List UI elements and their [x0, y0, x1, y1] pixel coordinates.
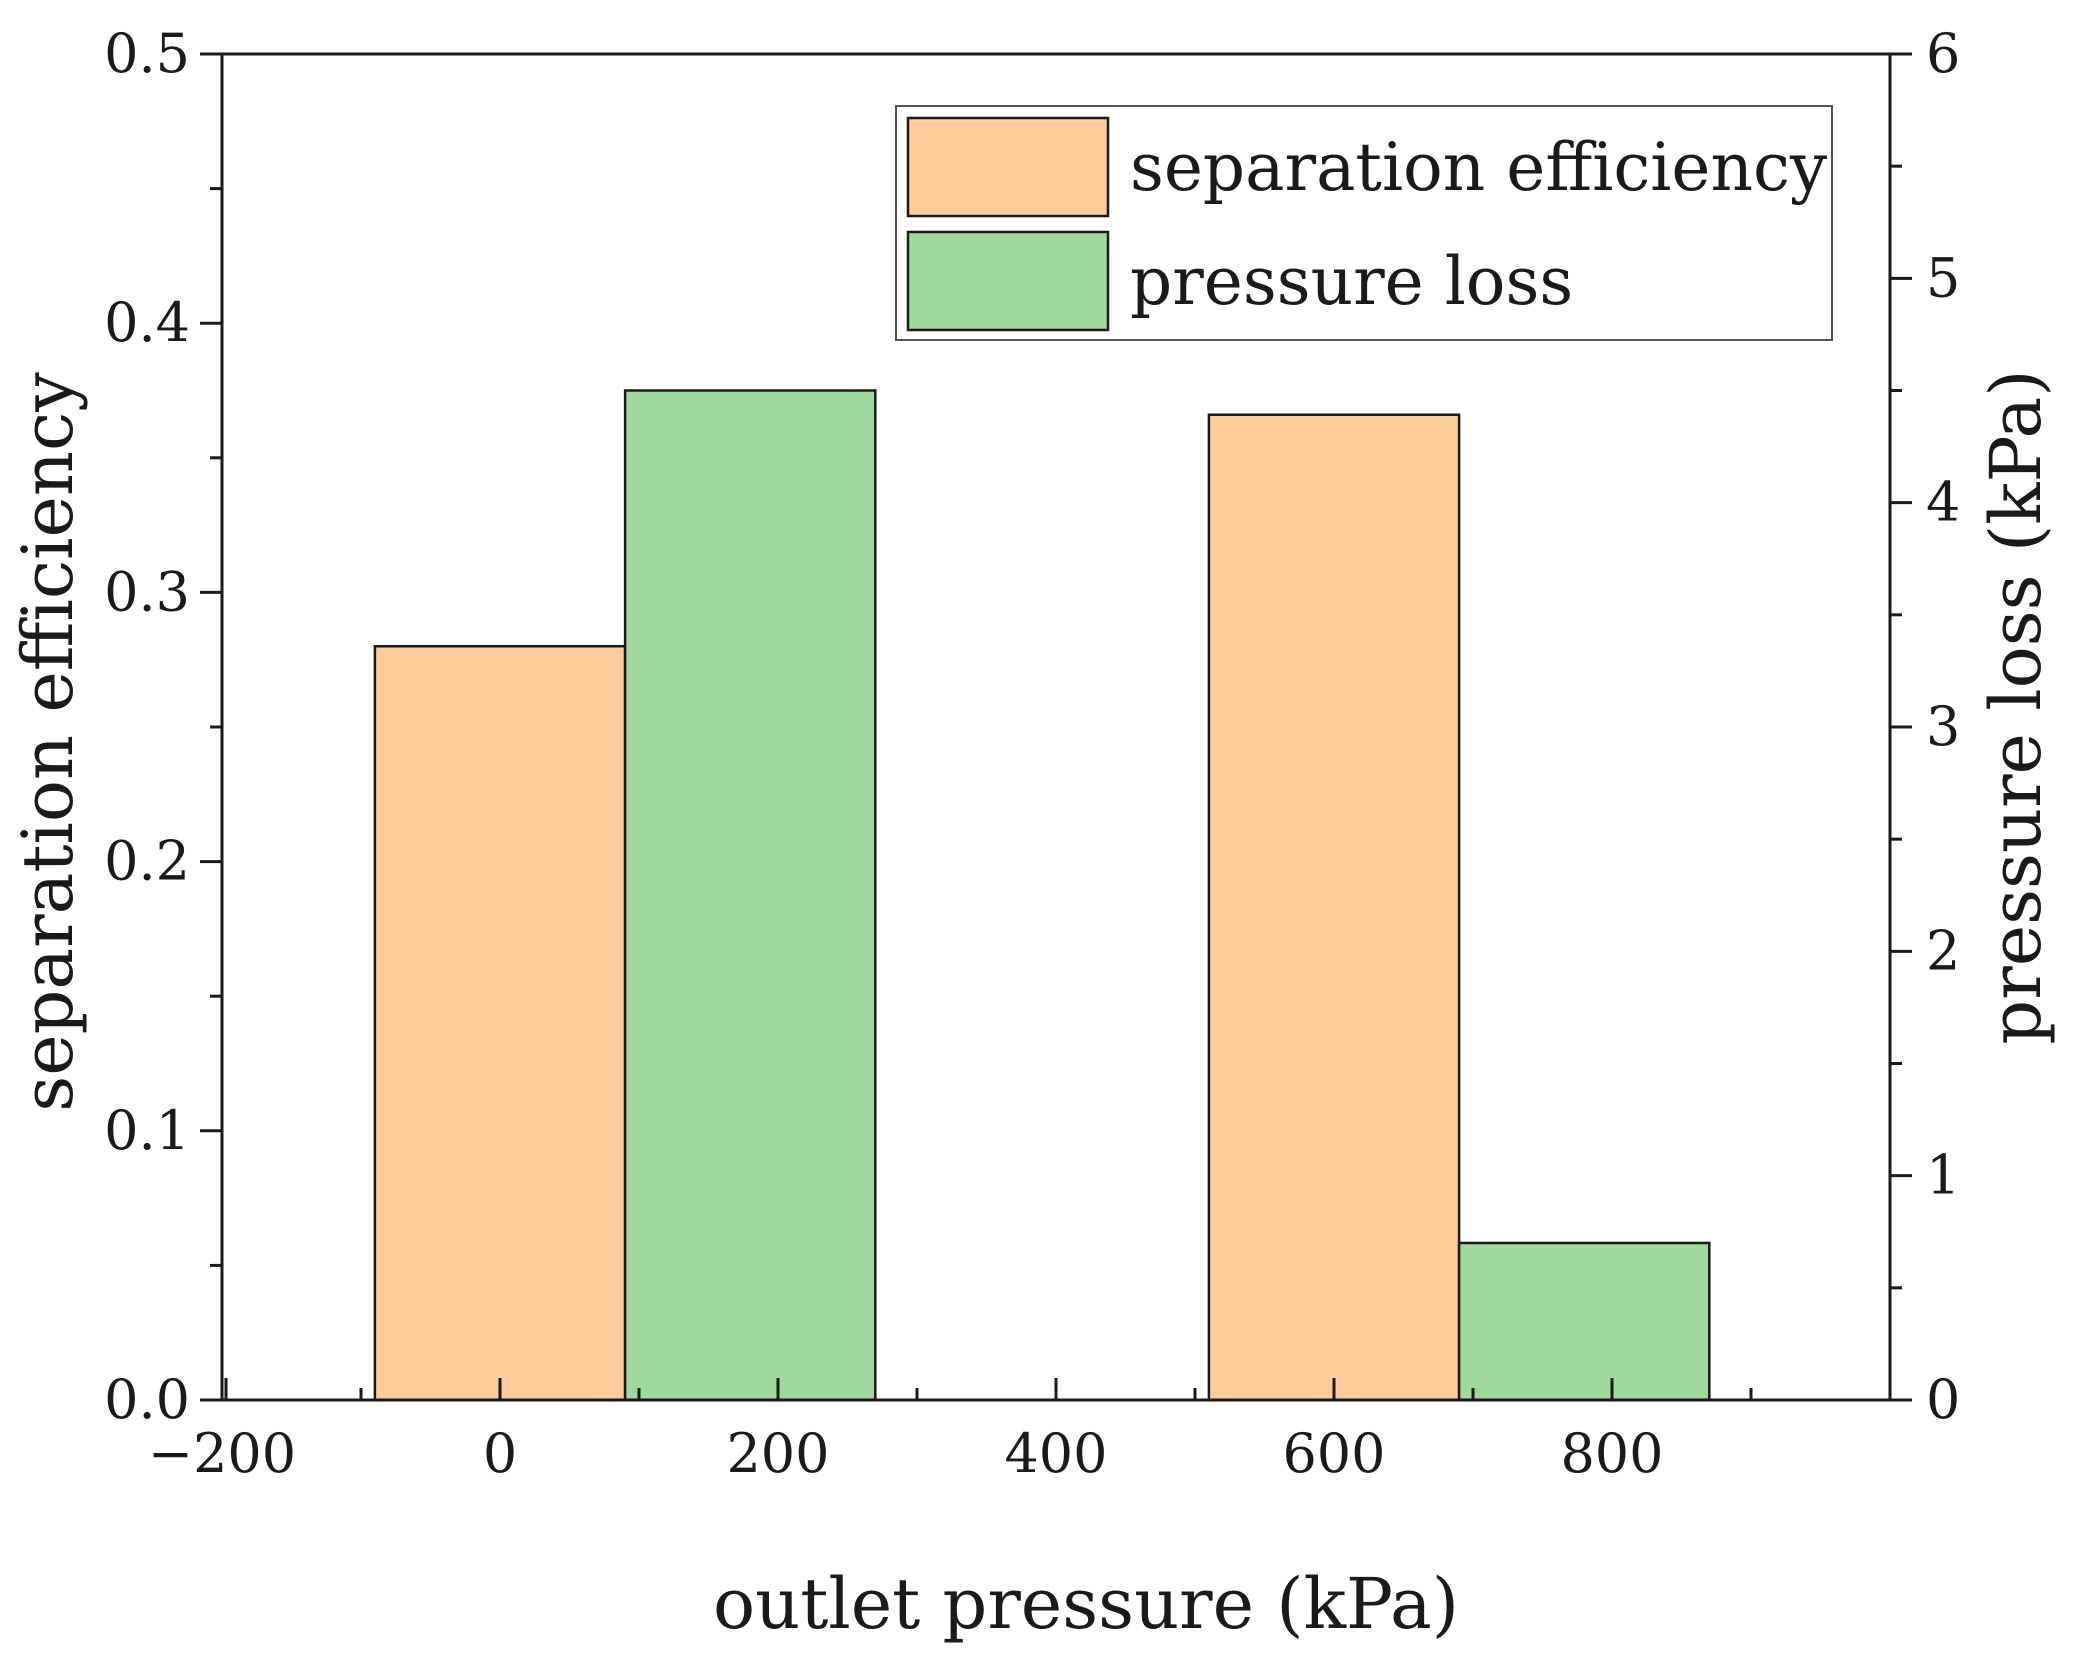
y-right-axis-title: pressure loss (kPa) [1975, 369, 2057, 1044]
y-left-tick-label: 0.0 [104, 1368, 190, 1431]
bar-pressure-loss-0 [623, 389, 877, 1402]
bar-separation-efficiency-0 [373, 644, 627, 1402]
y-left-axis-title: separation efficiency [7, 372, 89, 1112]
bar-separation-efficiency-1 [1207, 413, 1461, 1402]
x-tick-label: −200 [148, 1422, 296, 1485]
y-right-tick-label: 6 [1926, 22, 1960, 85]
legend: separation efficiency pressure loss [895, 105, 1833, 341]
y-left-tick-label: 0.1 [104, 1099, 190, 1162]
y-left-tick-label: 0.4 [104, 291, 190, 354]
y-right-tick-label: 0 [1926, 1368, 1960, 1431]
y-right-tick-label: 3 [1926, 695, 1960, 758]
legend-label-pressure-loss: pressure loss [1130, 243, 1573, 320]
legend-swatch-pressure-loss [906, 230, 1110, 332]
x-axis-title: outlet pressure (kPa) [713, 1563, 1459, 1645]
x-tick-label: 400 [1004, 1422, 1107, 1485]
x-tick-label: 600 [1282, 1422, 1385, 1485]
y-right-tick-label: 4 [1926, 471, 1960, 534]
y-left-tick-label: 0.3 [104, 560, 190, 623]
legend-label-separation-efficiency: separation efficiency [1130, 129, 1828, 206]
x-tick-label: 800 [1560, 1422, 1663, 1485]
y-right-tick-label: 1 [1926, 1144, 1960, 1207]
x-tick-label: 0 [483, 1422, 517, 1485]
y-left-tick-label: 0.2 [104, 830, 190, 893]
x-tick-label: 200 [726, 1422, 829, 1485]
legend-swatch-separation-efficiency [906, 116, 1110, 218]
y-right-tick-label: 5 [1926, 246, 1960, 309]
ticks-layer: −200 0 200 400 600 800 0.0 0.1 0.2 0.3 0.4 0.5 0 1 2 3 4… [104, 22, 1960, 1485]
y-right-tick-label: 2 [1926, 919, 1960, 982]
y-left-tick-label: 0.5 [104, 22, 190, 85]
bar-pressure-loss-1 [1457, 1241, 1711, 1402]
bars-layer [373, 389, 1711, 1402]
